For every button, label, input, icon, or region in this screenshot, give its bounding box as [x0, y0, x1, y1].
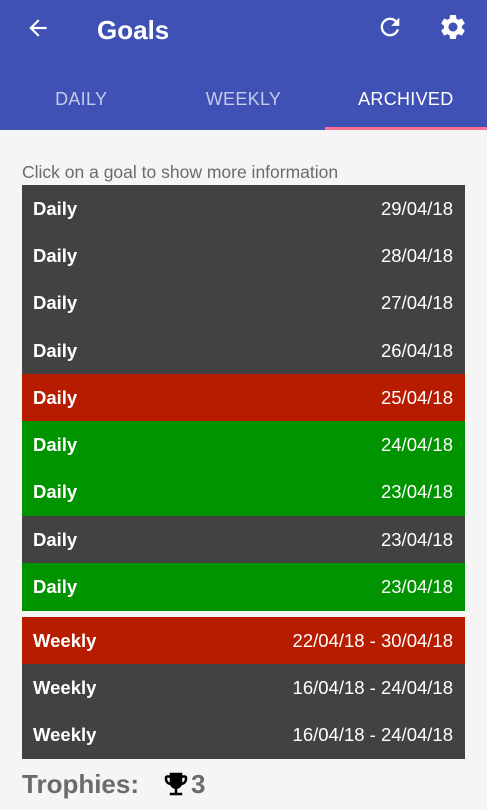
arrow-left-icon — [25, 15, 51, 46]
goal-type: Daily — [33, 386, 78, 408]
tab-bar: DAILY WEEKLY ARCHIVED — [0, 70, 487, 130]
goal-row-neutral[interactable]: Daily 29/04/18 — [22, 185, 465, 233]
tab-weekly[interactable]: WEEKLY — [205, 89, 282, 109]
app-bar: Goals DAILY WEEKLY ARCHIVED — [0, 0, 487, 130]
goal-row-neutral[interactable]: Daily 26/04/18 — [22, 326, 465, 375]
goal-date: 23/04/18 — [380, 576, 453, 598]
goal-row-success[interactable]: Daily 23/04/18 — [22, 563, 465, 611]
goal-date: 23/04/18 — [380, 528, 453, 550]
goal-row-neutral[interactable]: Daily 23/04/18 — [22, 516, 465, 564]
goal-type: Daily — [33, 197, 78, 219]
tab-archived[interactable]: ARCHIVED — [324, 70, 487, 130]
refresh-button[interactable] — [374, 13, 406, 45]
goal-date: 26/04/18 — [380, 339, 453, 361]
goal-type: Daily — [33, 339, 78, 361]
goal-date: 16/04/18 - 24/04/18 — [292, 676, 453, 698]
settings-button[interactable] — [436, 12, 470, 46]
goal-date: 28/04/18 — [380, 244, 453, 266]
goal-type: Weekly — [33, 629, 97, 651]
trophies-count: 3 — [191, 768, 206, 799]
goal-type: Daily — [33, 434, 78, 456]
goal-date: 29/04/18 — [380, 197, 453, 219]
goal-type: Daily — [33, 292, 78, 314]
goal-type: Daily — [33, 481, 78, 503]
goal-type: Daily — [33, 528, 78, 550]
gear-icon — [438, 12, 468, 47]
goal-date: 22/04/18 - 30/04/18 — [292, 629, 453, 651]
goal-type: Daily — [33, 576, 78, 598]
goal-type: Daily — [33, 244, 78, 266]
daily-goal-list: Daily 29/04/18 Daily 28/04/18 Daily 27/04/18 D… — [22, 185, 465, 611]
goal-row-failed[interactable]: Daily 25/04/18 — [22, 374, 465, 422]
trophies-summary: Trophies: 3 — [22, 764, 205, 804]
goal-date: 23/04/18 — [380, 481, 453, 503]
goal-type: Weekly — [33, 676, 97, 698]
goal-date: 25/04/18 — [380, 386, 453, 408]
goal-date: 16/04/18 - 24/04/18 — [292, 724, 453, 746]
goal-date: 24/04/18 — [380, 434, 453, 456]
goal-row-failed[interactable]: Weekly 22/04/18 - 30/04/18 — [22, 617, 465, 665]
refresh-icon — [376, 13, 404, 46]
back-button[interactable] — [22, 14, 54, 46]
goal-row-success[interactable]: Daily 23/04/18 — [22, 468, 465, 517]
goal-row-neutral[interactable]: Weekly 16/04/18 - 24/04/18 — [22, 664, 465, 712]
weekly-goal-list: Weekly 22/04/18 - 30/04/18 Weekly 16/04/18 … — [22, 617, 465, 759]
hint-text: Click on a goal to show more information — [22, 162, 339, 182]
goal-row-neutral[interactable]: Weekly 16/04/18 - 24/04/18 — [22, 711, 465, 759]
goal-date: 27/04/18 — [380, 292, 453, 314]
goal-row-neutral[interactable]: Daily 28/04/18 — [22, 232, 465, 280]
goal-type: Weekly — [33, 724, 97, 746]
trophy-icon — [161, 769, 191, 799]
trophies-label: Trophies: — [22, 768, 140, 799]
tab-daily[interactable]: DAILY — [55, 89, 108, 109]
page-title: Goals — [97, 15, 170, 45]
goal-row-success[interactable]: Daily 24/04/18 — [22, 421, 465, 469]
goal-row-neutral[interactable]: Daily 27/04/18 — [22, 279, 465, 327]
